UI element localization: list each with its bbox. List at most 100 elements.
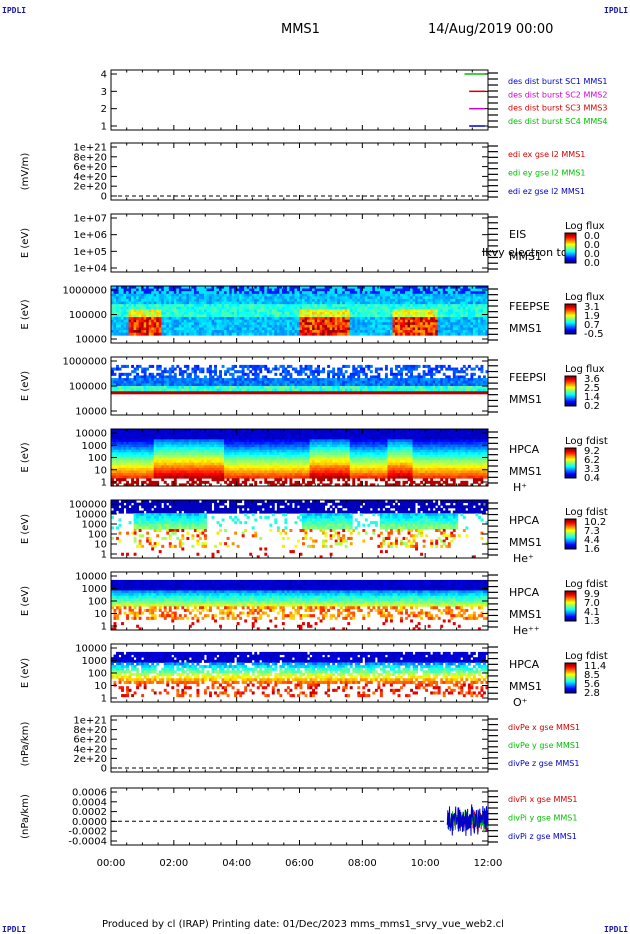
spectro-cell	[214, 332, 217, 336]
spectro-cell	[229, 298, 233, 302]
spectro-cell	[198, 324, 202, 328]
y-tick-label: 100000	[69, 310, 107, 321]
spectro-cell	[163, 317, 167, 321]
spectro-cell	[467, 288, 471, 292]
spectro-cell	[203, 314, 207, 318]
spectro-cell	[244, 319, 248, 323]
spectro-cell	[296, 298, 300, 302]
spectro-cell	[322, 391, 326, 395]
spectro-cell	[475, 324, 479, 328]
spectro-cell	[309, 291, 313, 295]
spectro-cell	[364, 309, 368, 313]
spectro-cell	[269, 306, 273, 310]
spectro-cell	[462, 332, 466, 336]
spectro-cell	[123, 388, 127, 392]
spectro-cell	[332, 386, 336, 390]
spectro-cell	[198, 317, 202, 321]
spectro-cell	[364, 301, 368, 305]
spectro-cell	[221, 378, 225, 382]
spectro-cell	[374, 367, 378, 371]
spectro-cell	[289, 332, 293, 336]
spectro-cell	[186, 327, 190, 331]
spectro-cell	[181, 332, 185, 336]
spectro-cell	[241, 383, 245, 387]
y-tick-label: 1000000	[62, 286, 107, 297]
spectro-cell	[354, 319, 358, 323]
colorbar-cell	[565, 261, 576, 263]
spectro-cell	[286, 364, 290, 368]
spectro-cell	[254, 322, 258, 326]
spectro-cell	[246, 304, 250, 308]
spectro-cell	[410, 304, 413, 308]
spectro-cell	[359, 330, 363, 334]
spectro-cell	[219, 293, 222, 297]
spectro-cell	[435, 288, 439, 292]
spectro-cell	[264, 309, 268, 313]
spectro-cell	[362, 370, 366, 374]
spectro-cell	[374, 388, 378, 392]
spectro-cell	[234, 319, 238, 323]
spectro-cell	[203, 301, 207, 305]
spectro-cell	[359, 319, 363, 323]
spectro-cell	[377, 327, 381, 331]
spectro-cell	[435, 332, 439, 336]
spectro-cell	[392, 324, 396, 328]
spectro-cell	[329, 391, 333, 395]
spectro-cell	[111, 322, 114, 326]
spectro-cell	[148, 483, 152, 487]
spectro-cell	[450, 298, 454, 302]
spectro-cell	[176, 296, 180, 300]
spectro-cell	[133, 444, 137, 448]
spectro-cell	[450, 291, 454, 295]
spectro-cell	[279, 291, 283, 295]
spectro-cell	[289, 317, 293, 321]
spectro-cell	[121, 449, 124, 453]
spectro-cell	[435, 327, 439, 331]
spectro-cell	[445, 367, 449, 371]
spectro-cell	[214, 314, 217, 318]
spectro-cell	[279, 383, 283, 387]
spectro-cell	[128, 311, 132, 315]
spectro-cell	[156, 383, 160, 387]
spectro-cell	[457, 317, 461, 321]
spectro-cell	[422, 322, 426, 326]
spectro-cell	[410, 372, 413, 376]
spectro-cell	[141, 370, 145, 374]
spectro-cell	[276, 298, 280, 302]
spectro-cell	[113, 286, 117, 289]
spectro-cell	[432, 378, 436, 382]
spectro-cell	[224, 311, 228, 315]
spectro-cell	[133, 301, 137, 305]
spectro-cell	[364, 311, 368, 315]
spectro-cell	[121, 364, 124, 368]
spectro-cell	[291, 367, 295, 371]
spectro-cell	[176, 319, 180, 323]
spectro-cell	[193, 330, 197, 334]
spectro-cell	[156, 380, 160, 384]
colorbar-cell	[565, 402, 576, 404]
spectro-cell	[374, 314, 378, 318]
spectro-cell	[219, 311, 222, 315]
spectro-cell	[322, 311, 326, 315]
spectro-cell	[437, 296, 441, 300]
spectro-cell	[224, 288, 228, 292]
spectro-cell	[198, 309, 202, 313]
spectro-cell	[158, 286, 162, 289]
spectro-cell	[111, 319, 114, 323]
spectro-cell	[251, 317, 255, 321]
spectro-cell	[477, 317, 481, 321]
spectro-cell	[425, 324, 429, 328]
spectro-cell	[307, 332, 310, 336]
spectro-cell	[432, 380, 436, 384]
spectro-cell	[133, 383, 137, 387]
spectro-cell	[241, 367, 245, 371]
spectro-cell	[226, 386, 230, 390]
spectro-cell	[121, 327, 124, 331]
spectro-cell	[472, 298, 476, 302]
spectro-cell	[364, 386, 368, 390]
spectro-cell	[118, 332, 122, 336]
spectro-cell	[118, 293, 122, 297]
spectro-cell	[460, 319, 464, 323]
spectro-cell	[136, 470, 140, 474]
spectro-cell	[231, 367, 235, 371]
